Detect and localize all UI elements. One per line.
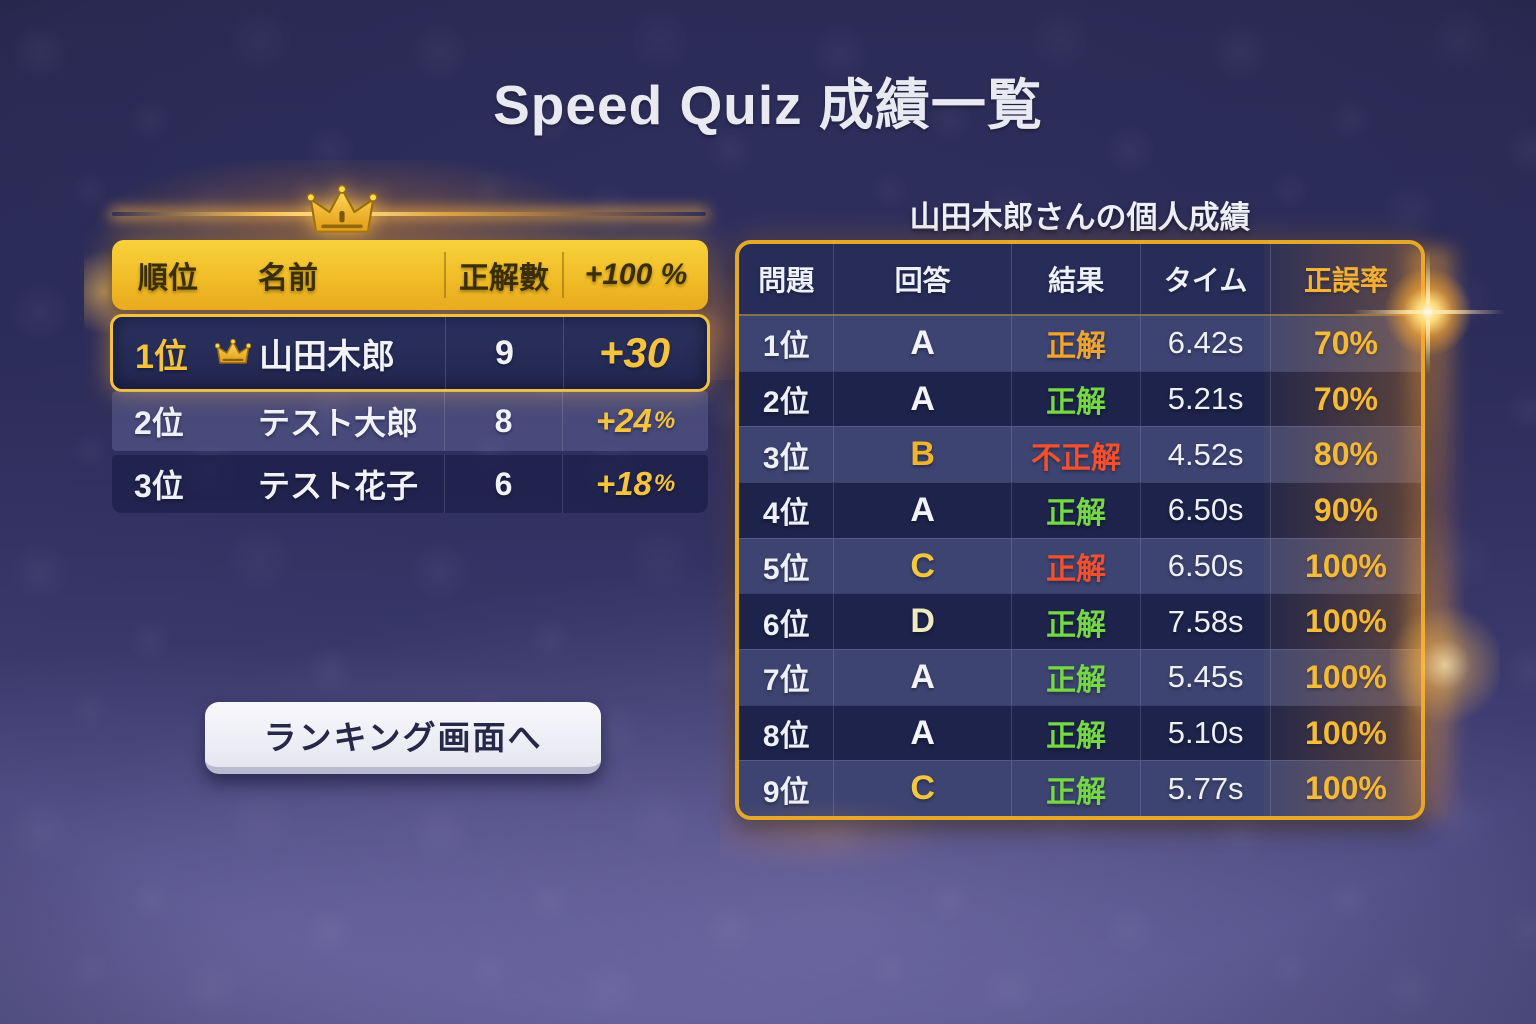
question-rank: 8位 [739,705,835,761]
result-label: 不正解 [1012,427,1142,483]
personal-table-header: 問題 回答 結果 タイム 正誤率 [739,244,1421,316]
accuracy-value: 90% [1313,491,1378,528]
bonus-value: +18 [595,465,652,502]
bonus-pct: % [653,470,676,497]
result-label: 正解 [1012,650,1142,705]
personal-row-7: 7位 A 正解 5.45s 100% [739,649,1421,705]
answer-letter: A [834,650,1012,705]
leaderboard-header: 順位 名前 正解數 +100 % [112,240,708,310]
question-rank: 6位 [739,594,835,650]
personal-row-6: 6位 D 正解 7.58s 100% [739,593,1421,650]
result-label: 正解 [1012,316,1142,371]
result-label: 正解 [1012,483,1142,538]
bonus-score: +18% [562,455,708,513]
leaderboard-row-2: 2位 テスト大郎 8 +24% [112,391,708,451]
leaderboard-row-1: 1位 山田木郎 9 +30 [110,314,710,392]
result-label: 正解 [1012,594,1142,650]
correct-count: 8 [444,391,562,451]
personal-row-8: 8位 A 正解 5.10s 100% [739,704,1421,761]
time-value: 5.10s [1141,705,1271,761]
personal-row-9: 9位 C 正解 5.77s 100% [739,760,1421,816]
time-value: 7.58s [1141,594,1271,650]
result-label: 正解 [1012,538,1142,594]
personal-row-1: 1位 A 正解 6.42s 70% [739,316,1421,371]
header-answer: 回答 [834,244,1012,314]
accuracy-value: 70% [1313,380,1378,417]
question-rank: 7位 [739,650,835,705]
header-accuracy: 正誤率 [1303,265,1388,296]
accuracy-value: 100% [1305,658,1387,695]
header-result: 結果 [1012,244,1142,314]
personal-results-table: 問題 回答 結果 タイム 正誤率 1位 A 正解 6.42s 70% 2位 A … [735,240,1425,820]
question-rank: 3位 [739,427,835,483]
time-value: 6.50s [1141,483,1271,538]
time-value: 5.21s [1141,371,1271,427]
personal-row-5: 5位 C 正解 6.50s 100% [739,537,1421,594]
time-value: 6.42s [1141,316,1271,371]
answer-letter: C [834,761,1012,816]
answer-letter: A [834,371,1012,427]
answer-letter: A [834,483,1012,538]
player-name: テスト大郎 [212,391,444,451]
leaderboard-header-bonus: +100 % [562,252,708,298]
time-value: 4.52s [1141,427,1271,483]
accuracy-value: 100% [1305,714,1387,751]
page-title: Speed Quiz 成績一覧 [493,74,1043,136]
result-label: 正解 [1012,705,1142,761]
player-name-text: テスト花子 [258,468,419,504]
answer-letter: A [834,705,1012,761]
rank-label: 3位 [134,468,184,504]
leaderboard-header-rank: 順位 [138,262,198,295]
leaderboard-row-3: 3位 テスト花子 6 +18% [112,455,708,513]
player-name-text: テスト大郎 [258,405,419,441]
personal-row-4: 4位 A 正解 6.50s 90% [739,482,1421,538]
bonus-pct: % [653,407,676,434]
time-value: 5.45s [1141,650,1271,705]
player-name: 山田木郎 [213,317,445,389]
accuracy-value: 100% [1305,770,1387,807]
result-label: 正解 [1012,371,1142,427]
player-name: テスト花子 [212,455,444,513]
correct-count: 9 [445,317,563,389]
light-streak [112,212,706,216]
personal-results-title: 山田木郎さんの個人成績 [909,200,1251,235]
accuracy-value: 80% [1313,436,1378,473]
question-rank: 2位 [739,371,835,427]
question-rank: 1位 [739,316,835,371]
answer-letter: A [834,316,1012,371]
question-rank: 9位 [739,761,835,816]
correct-count: 6 [444,455,562,513]
time-value: 5.77s [1141,761,1271,816]
personal-row-3: 3位 B 不正解 4.52s 80% [739,426,1421,483]
rank-label: 2位 [134,405,184,441]
accuracy-value: 100% [1305,547,1387,584]
leaderboard-header-correct: 正解數 [444,252,562,298]
bonus-score: +30 [563,317,707,389]
question-rank: 5位 [739,538,835,594]
rank-label: 1位 [135,337,188,376]
accuracy-value: 70% [1313,324,1378,361]
leaderboard-header-name: 名前 [258,262,318,295]
answer-letter: C [834,538,1012,594]
time-value: 6.50s [1141,538,1271,594]
question-rank: 4位 [739,483,835,538]
crown-icon-small [213,339,253,367]
bonus-value: +30 [598,329,671,376]
bonus-value: +24 [595,402,652,439]
header-question: 問題 [739,244,835,314]
bonus-score: +24% [562,391,708,451]
player-name-text: 山田木郎 [259,337,395,376]
answer-letter: D [834,594,1012,650]
header-time: タイム [1141,244,1271,314]
accuracy-value: 100% [1305,603,1387,640]
crown-icon [306,184,378,233]
personal-row-2: 2位 A 正解 5.21s 70% [739,370,1421,427]
result-label: 正解 [1012,761,1142,816]
ranking-screen-button[interactable]: ランキング画面へ [205,702,601,774]
answer-letter: B [834,427,1012,483]
